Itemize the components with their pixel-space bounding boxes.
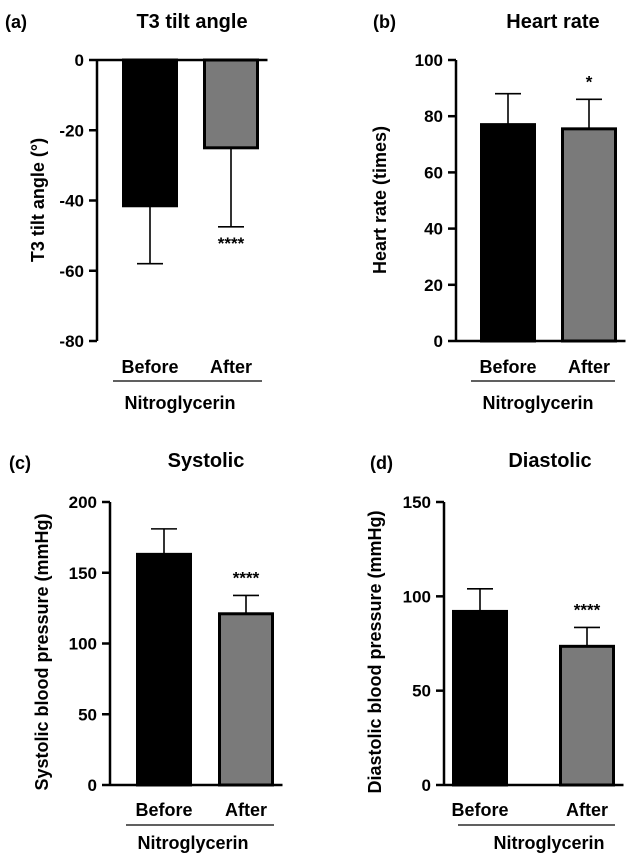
x-tick-label-a-before: Before — [121, 357, 178, 377]
chart-panel-c: (c) Systolic Systolic blood pressure (mm… — [9, 450, 283, 853]
chart-title-a: T3 tilt angle — [136, 11, 247, 33]
chart-panel-a: (a) T3 tilt angle T3 tilt angle (°) Nitr… — [5, 11, 268, 413]
plot-area-c: Before **** After 0 50 100 150 200 — [69, 493, 283, 826]
x-tick-label-b-before: Before — [479, 357, 536, 377]
x-tick-label-c-before: Before — [135, 800, 192, 820]
x-group-label-a: Nitroglycerin — [124, 393, 235, 413]
bar-b-before — [480, 123, 536, 343]
x-tick-label-d-after: After — [566, 800, 608, 820]
significance-label-c-after: **** — [233, 568, 260, 587]
chart-panel-d: (d) Diastolic Diastolic blood pressure (… — [365, 450, 624, 853]
y-tick-label-b-0: 0 — [434, 332, 443, 351]
bar-d-after — [559, 644, 615, 787]
y-tick-label-c-4: 200 — [69, 493, 97, 512]
plot-area-d: Before **** After 0 50 100 150 — [403, 493, 624, 826]
y-tick-label-a-4: -80 — [59, 332, 84, 351]
x-tick-label-c-after: After — [225, 800, 267, 820]
y-tick-label-b-4: 80 — [424, 107, 443, 126]
bar-a-before — [122, 58, 178, 208]
y-tick-label-a-0: 0 — [75, 51, 84, 70]
bar-d-before — [452, 609, 508, 787]
y-tick-label-c-3: 150 — [69, 564, 97, 583]
y-tick-label-a-1: -20 — [59, 121, 84, 140]
panel-label-b: (b) — [373, 12, 396, 32]
y-tick-label-d-3: 150 — [403, 493, 431, 512]
y-tick-label-a-2: -40 — [59, 192, 84, 211]
y-axis-label-c: Systolic blood pressure (mmHg) — [32, 513, 52, 790]
y-axis-label-d: Diastolic blood pressure (mmHg) — [365, 510, 385, 793]
plot-area-b: Before * After 0 20 40 60 80 100 — [415, 51, 626, 382]
chart-title-d: Diastolic — [508, 450, 591, 472]
bar-c-before — [136, 552, 192, 787]
significance-label-d-after: **** — [574, 600, 601, 619]
x-group-label-c: Nitroglycerin — [137, 833, 248, 853]
y-tick-label-c-2: 100 — [69, 635, 97, 654]
plot-area-a: Before **** After 0 -20 -40 -60 -80 — [59, 51, 268, 382]
significance-label-a-after: **** — [218, 234, 245, 253]
y-tick-label-b-5: 100 — [415, 51, 443, 70]
y-axis-label-b: Heart rate (times) — [370, 126, 390, 274]
y-tick-label-c-1: 50 — [78, 705, 97, 724]
bar-a-after — [203, 58, 259, 150]
x-group-label-d: Nitroglycerin — [493, 833, 604, 853]
bar-b-after — [561, 127, 617, 343]
chart-panel-b: (b) Heart rate Heart rate (times) Nitrog… — [370, 11, 626, 413]
y-tick-label-b-1: 20 — [424, 276, 443, 295]
x-group-label-b: Nitroglycerin — [482, 393, 593, 413]
panel-label-a: (a) — [5, 12, 27, 32]
y-tick-label-d-1: 50 — [412, 682, 431, 701]
y-tick-label-b-2: 40 — [424, 220, 443, 239]
significance-label-b-after: * — [586, 72, 593, 91]
y-tick-label-d-2: 100 — [403, 587, 431, 606]
x-tick-label-a-after: After — [210, 357, 252, 377]
y-tick-label-c-0: 0 — [88, 776, 97, 795]
y-axis-label-a: T3 tilt angle (°) — [28, 138, 48, 262]
x-tick-label-d-before: Before — [451, 800, 508, 820]
x-tick-label-b-after: After — [568, 357, 610, 377]
y-tick-label-a-3: -60 — [59, 262, 84, 281]
bar-c-after — [218, 612, 274, 787]
chart-title-c: Systolic — [168, 450, 245, 472]
y-tick-label-d-0: 0 — [422, 776, 431, 795]
chart-title-b: Heart rate — [506, 11, 599, 33]
panel-label-c: (c) — [9, 453, 31, 473]
panel-label-d: (d) — [370, 453, 393, 473]
y-tick-label-b-3: 60 — [424, 163, 443, 182]
